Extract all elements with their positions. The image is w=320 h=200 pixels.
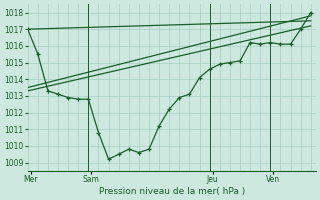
X-axis label: Pression niveau de la mer( hPa ): Pression niveau de la mer( hPa ) [99, 187, 245, 196]
